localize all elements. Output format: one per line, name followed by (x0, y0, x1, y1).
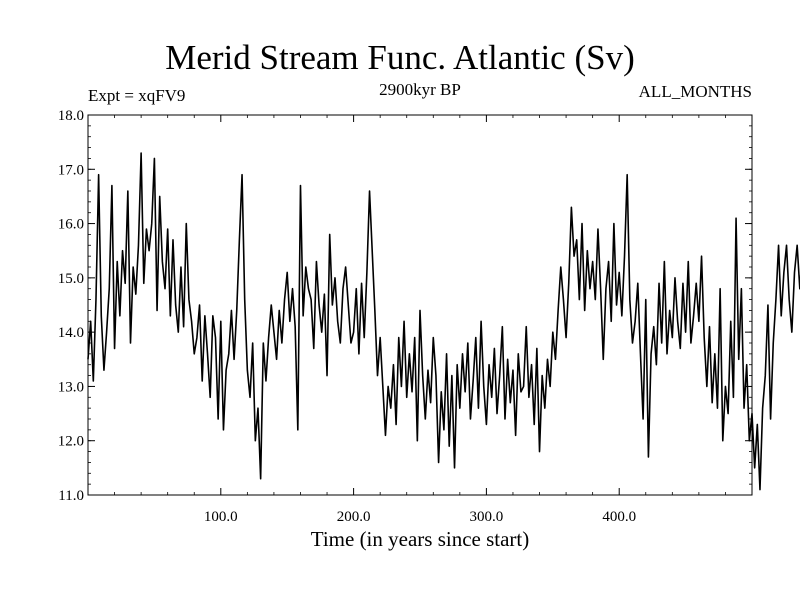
y-tick-label: 16.0 (58, 217, 84, 233)
plot-frame (87, 114, 753, 496)
x-axis-label: Time (in years since start) (310, 527, 530, 551)
y-tick-label: 15.0 (58, 271, 84, 287)
experiment-label: Expt = xqFV9 (88, 86, 186, 105)
y-tick-label: 17.0 (58, 162, 84, 178)
y-tick-label: 13.0 (58, 379, 84, 395)
y-axis: 11.0 12.0 13.0 14.0 15.0 16.0 17.0 18.0 (58, 108, 752, 504)
chart-title: Merid Stream Func. Atlantic (Sv) (165, 38, 635, 77)
months-label: ALL_MONTHS (638, 82, 752, 101)
x-tick-label: 100.0 (204, 509, 238, 525)
y-tick-label: 18.0 (58, 108, 84, 124)
x-tick-label: 200.0 (337, 509, 371, 525)
period-label: 2900kyr BP (379, 80, 461, 99)
x-tick-label: 300.0 (470, 509, 504, 525)
y-tick-label: 14.0 (58, 325, 84, 341)
y-tick-label: 11.0 (58, 488, 84, 504)
x-tick-label: 400.0 (602, 509, 636, 525)
series-line (87, 152, 800, 491)
x-axis: 100.0 200.0 300.0 400.0 (114, 115, 726, 525)
y-tick-label: 12.0 (58, 434, 84, 450)
